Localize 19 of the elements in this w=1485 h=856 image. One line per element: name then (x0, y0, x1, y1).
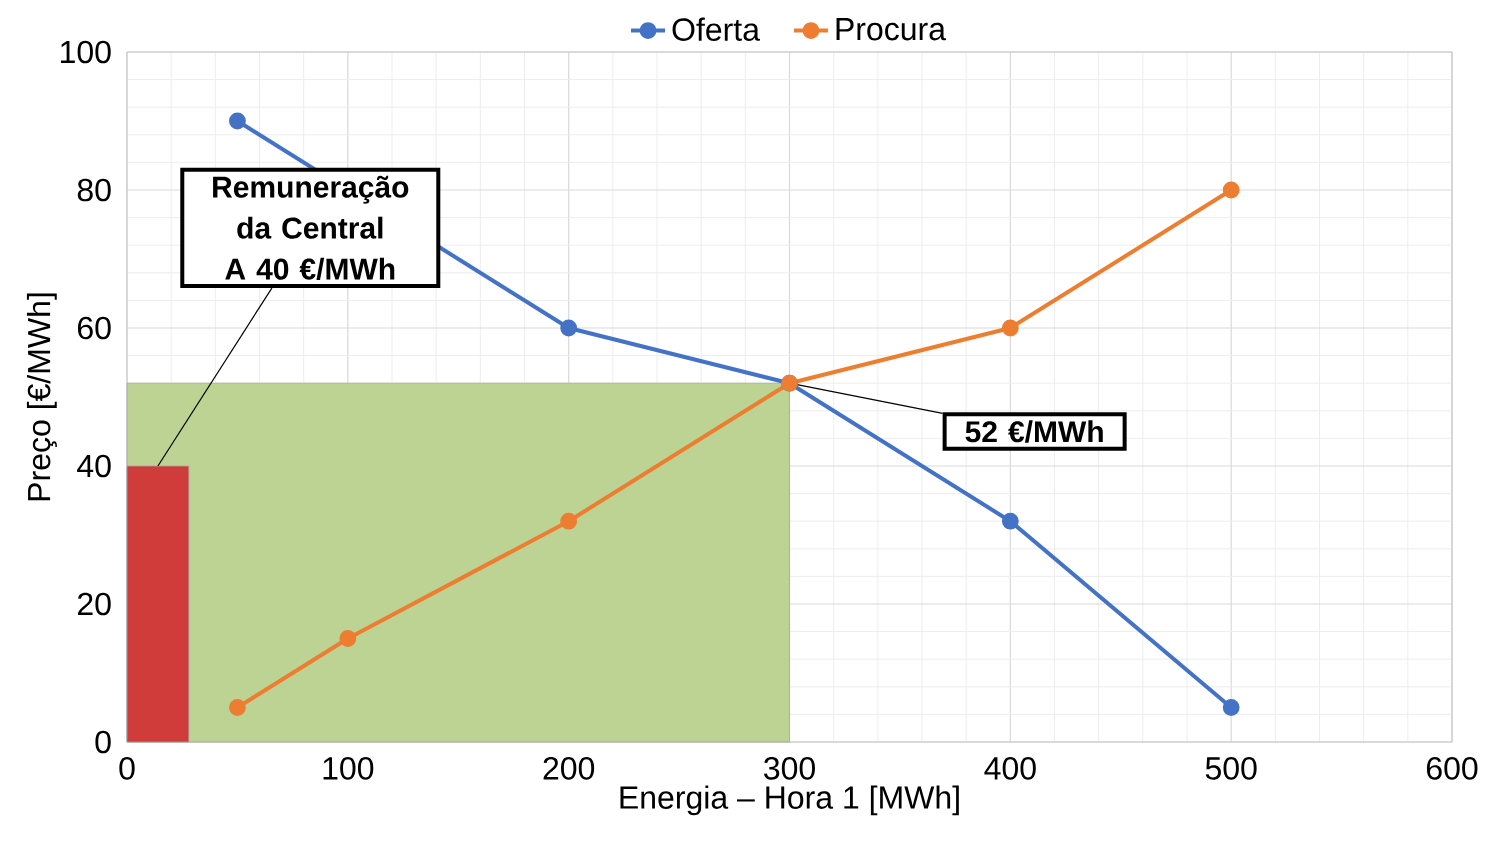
y-tick-label: 20 (77, 592, 111, 616)
x-tick-label: 0 (119, 757, 135, 780)
x-tick-label: 300 (764, 757, 815, 780)
y-tick-label: 0 (95, 730, 111, 754)
annotation: 52 €/MWh (965, 420, 1103, 443)
y-tick-label: 40 (77, 454, 111, 478)
x-tick-label: 200 (543, 757, 595, 780)
x-tick-label: 400 (984, 757, 1036, 780)
x-tick-label: 500 (1205, 757, 1257, 780)
legend-label: Oferta (672, 17, 760, 41)
x-tick-label: 100 (323, 757, 374, 780)
x-tick-label: 600 (1426, 757, 1478, 780)
annotation: Remuneração da Central A 40 €/MWh (213, 175, 409, 281)
y-tick-label: 100 (61, 40, 111, 64)
legend-label: Procura (836, 18, 946, 41)
y-axis-title: Preço [€/MWh] (26, 293, 57, 501)
y-tick-label: 80 (77, 178, 111, 202)
y-tick-label: 60 (77, 316, 111, 340)
x-axis-title: Energia – Hora 1 [MWh] (620, 785, 959, 816)
